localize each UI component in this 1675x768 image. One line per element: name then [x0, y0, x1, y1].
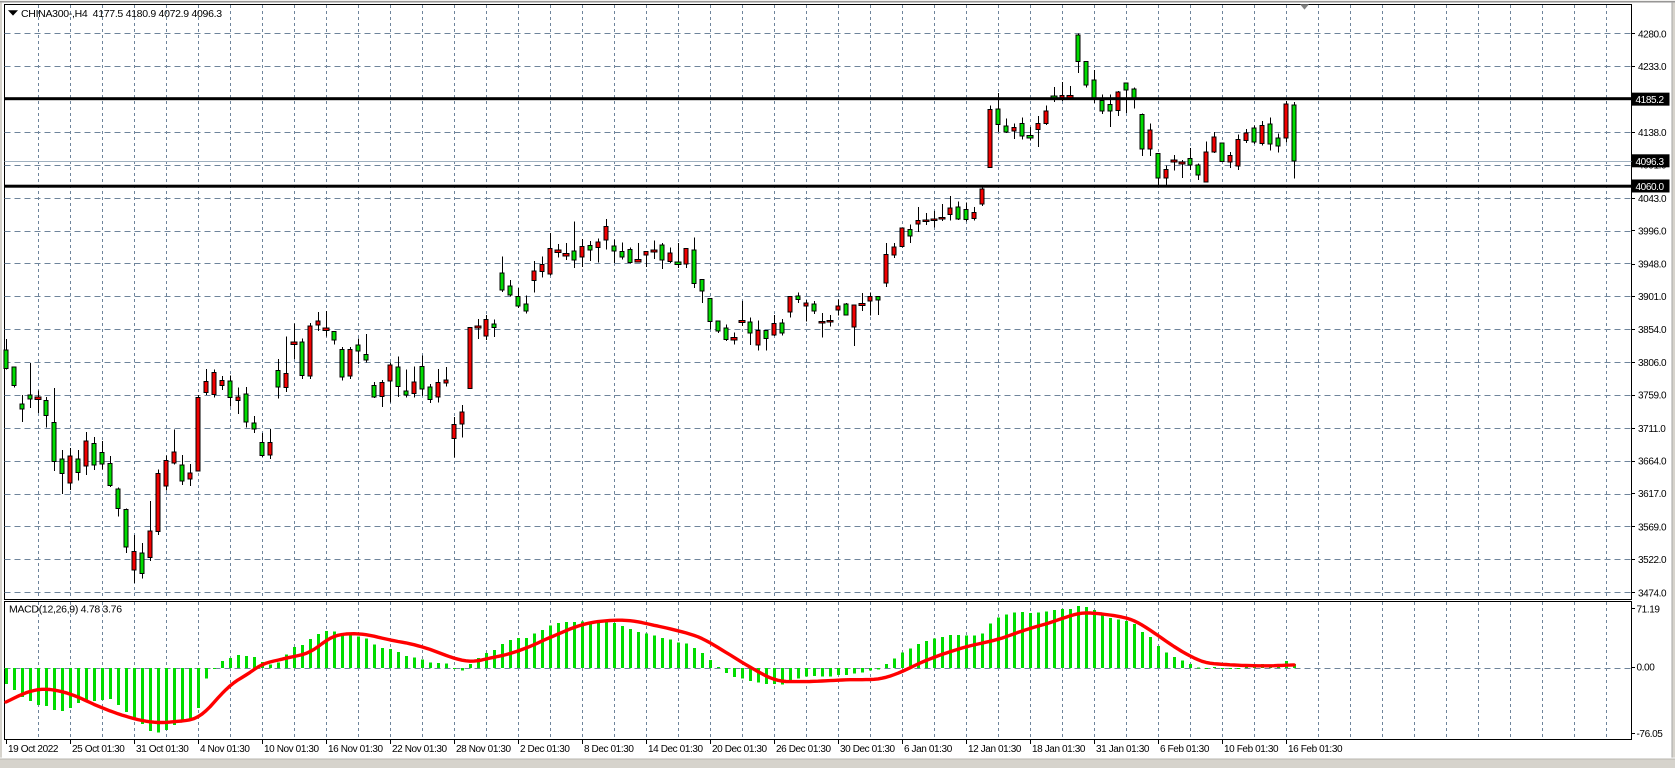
svg-text:3759.0: 3759.0 — [1638, 391, 1667, 402]
svg-text:8 Dec 01:30: 8 Dec 01:30 — [584, 744, 634, 755]
svg-text:31 Jan 01:30: 31 Jan 01:30 — [1096, 744, 1150, 755]
svg-text:25 Oct 01:30: 25 Oct 01:30 — [72, 744, 125, 755]
svg-text:3996.0: 3996.0 — [1638, 226, 1667, 237]
svg-text:4138.0: 4138.0 — [1638, 128, 1667, 139]
svg-text:19 Oct 2022: 19 Oct 2022 — [8, 744, 59, 755]
svg-text:4096.3: 4096.3 — [1636, 157, 1665, 168]
svg-text:30 Dec 01:30: 30 Dec 01:30 — [840, 744, 896, 755]
svg-text:14 Dec 01:30: 14 Dec 01:30 — [648, 744, 704, 755]
svg-text:CHINA300-,H4 4177.5 4180.9 40: CHINA300-,H4 4177.5 4180.9 4072.9 4096.3 — [21, 8, 222, 20]
svg-text:20 Dec 01:30: 20 Dec 01:30 — [712, 744, 768, 755]
svg-text:3854.0: 3854.0 — [1638, 325, 1667, 336]
svg-text:28 Nov 01:30: 28 Nov 01:30 — [456, 744, 512, 755]
svg-text:3806.0: 3806.0 — [1638, 358, 1667, 369]
svg-text:10 Nov 01:30: 10 Nov 01:30 — [264, 744, 320, 755]
svg-text:16 Nov 01:30: 16 Nov 01:30 — [328, 744, 384, 755]
svg-text:MACD(12,26,9) 4.78 3.76: MACD(12,26,9) 4.78 3.76 — [9, 604, 122, 616]
svg-text:3617.0: 3617.0 — [1638, 489, 1667, 500]
svg-text:71.19: 71.19 — [1637, 604, 1661, 615]
svg-text:0.00: 0.00 — [1637, 663, 1656, 674]
svg-text:4 Nov 01:30: 4 Nov 01:30 — [200, 744, 250, 755]
svg-text:10 Feb 01:30: 10 Feb 01:30 — [1224, 744, 1279, 755]
svg-text:4043.0: 4043.0 — [1638, 194, 1667, 205]
svg-text:3569.0: 3569.0 — [1638, 522, 1667, 533]
svg-text:3664.0: 3664.0 — [1638, 457, 1667, 468]
svg-text:3474.0: 3474.0 — [1638, 588, 1667, 599]
svg-text:4060.0: 4060.0 — [1636, 182, 1665, 193]
svg-text:6 Jan 01:30: 6 Jan 01:30 — [904, 744, 953, 755]
svg-text:4233.0: 4233.0 — [1638, 62, 1667, 73]
svg-text:16 Feb 01:30: 16 Feb 01:30 — [1288, 744, 1343, 755]
svg-text:2 Dec 01:30: 2 Dec 01:30 — [520, 744, 570, 755]
svg-text:-76.05: -76.05 — [1637, 729, 1664, 740]
svg-text:3711.0: 3711.0 — [1638, 424, 1666, 435]
svg-text:22 Nov 01:30: 22 Nov 01:30 — [392, 744, 448, 755]
svg-text:31 Oct 01:30: 31 Oct 01:30 — [136, 744, 189, 755]
svg-text:12 Jan 01:30: 12 Jan 01:30 — [968, 744, 1022, 755]
svg-text:3522.0: 3522.0 — [1638, 555, 1667, 566]
svg-text:3901.0: 3901.0 — [1638, 292, 1667, 303]
svg-text:6 Feb 01:30: 6 Feb 01:30 — [1160, 744, 1210, 755]
svg-text:4280.0: 4280.0 — [1638, 29, 1667, 40]
svg-text:26 Dec 01:30: 26 Dec 01:30 — [776, 744, 832, 755]
svg-text:4185.2: 4185.2 — [1636, 95, 1665, 106]
svg-text:3948.0: 3948.0 — [1638, 260, 1667, 271]
svg-text:18 Jan 01:30: 18 Jan 01:30 — [1032, 744, 1086, 755]
